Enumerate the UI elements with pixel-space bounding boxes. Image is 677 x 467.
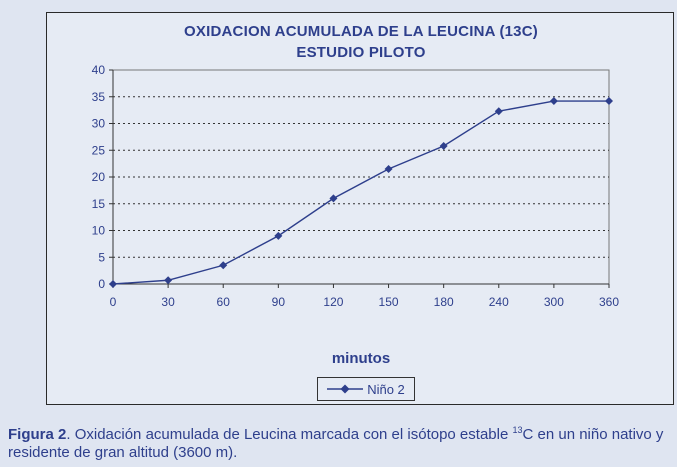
x-tick-label: 300 [544, 295, 564, 309]
caption-text: . Oxidación acumulada de Leucina marcada… [66, 426, 513, 443]
x-tick-label: 150 [379, 295, 399, 309]
y-tick-label: 40 [92, 63, 106, 77]
data-point [494, 107, 503, 116]
data-point [549, 97, 558, 106]
caption-label: Figura 2 [8, 426, 67, 443]
chart-subtitle: ESTUDIO PILOTO [296, 44, 426, 61]
caption-text-end: C en un niño nativo y residente de gran … [8, 426, 664, 461]
legend-label-series-1: Niño 2 [367, 381, 405, 397]
x-tick-label: 360 [599, 295, 619, 309]
data-point [109, 280, 117, 288]
x-tick-label: 30 [161, 295, 175, 309]
data-point [329, 194, 338, 203]
x-tick-label: 60 [217, 295, 231, 309]
chart-frame: OXIDACION ACUMULADA DE LA LEUCINA (13C) … [46, 12, 674, 405]
y-tick-label: 10 [92, 224, 106, 238]
x-tick-label: 90 [272, 295, 286, 309]
data-point [164, 276, 173, 285]
y-tick-label: 5 [98, 250, 105, 264]
x-axis-label: minutos [331, 350, 391, 367]
x-tick-label: 240 [489, 295, 509, 309]
y-tick-label: 15 [92, 197, 106, 211]
x-tick-label: 0 [110, 295, 117, 309]
caption-superscript: 13 [512, 425, 523, 435]
legend: Niño 2 [317, 377, 415, 401]
chart-title: OXIDACION ACUMULADA DE LA LEUCINA (13C) [184, 23, 538, 40]
series-line [112, 100, 609, 285]
y-tick-label: 0 [98, 277, 105, 291]
data-point [605, 97, 613, 106]
figure-caption: Figura 2. Oxidación acumulada de Leucina… [8, 421, 673, 462]
data-point [439, 141, 448, 150]
x-tick-label: 180 [434, 295, 454, 309]
data-point [219, 261, 228, 270]
line-chart: 0 5 10 15 20 25 30 35 40 0 30 60 90 120 150 180 240 300 36… [92, 63, 620, 309]
y-tick-label: 35 [92, 90, 106, 104]
x-tick-label: 120 [323, 295, 343, 309]
y-tick-label: 25 [92, 143, 106, 157]
data-point [384, 164, 393, 173]
y-tick-label: 20 [92, 170, 106, 184]
legend-marker [327, 384, 364, 394]
data-point [274, 231, 283, 240]
y-tick-label: 30 [92, 117, 106, 131]
